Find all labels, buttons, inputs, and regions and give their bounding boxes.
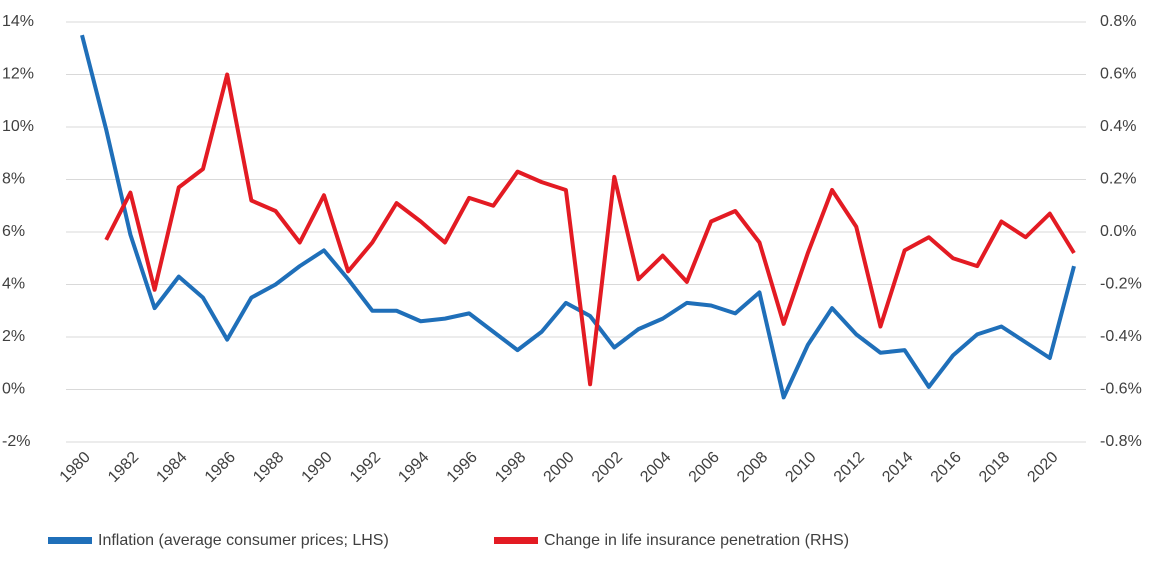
y-tick-label: 0% [2,381,25,398]
x-tick-label: 1996 [444,449,481,486]
x-tick-label: 1990 [299,449,336,486]
x-tick-label: 1980 [57,449,94,486]
x-tick-label: 2012 [831,449,868,486]
y-tick-label: 12% [2,66,34,83]
x-tick-label: 2002 [589,449,626,486]
x-tick-label: 2018 [976,449,1013,486]
legend-swatch [48,537,92,544]
x-tick-label: 2000 [541,449,578,486]
y-tick-label: 2% [2,328,25,345]
y-tick-label: -2% [2,433,30,450]
y2-tick-label: -0.8% [1100,433,1142,450]
legend-label: Inflation (average consumer prices; LHS) [98,532,389,549]
y2-tick-label: 0.4% [1100,118,1136,135]
y2-tick-label: -0.4% [1100,328,1142,345]
x-tick-label: 1986 [202,449,239,486]
x-tick-label: 1988 [250,449,287,486]
y2-tick-label: 0.8% [1100,13,1136,30]
x-tick-label: 1994 [395,449,432,486]
x-tick-label: 1982 [105,449,142,486]
x-tick-label: 1998 [492,449,529,486]
x-tick-label: 2014 [879,449,916,486]
y2-tick-label: 0.6% [1100,66,1136,83]
y-tick-label: 4% [2,276,25,293]
legend-label: Change in life insurance penetration (RH… [544,532,849,549]
y2-tick-label: -0.2% [1100,276,1142,293]
x-tick-label: 2006 [686,449,723,486]
series-line [80,34,1076,400]
x-tick-label: 2010 [782,449,819,486]
x-tick-label: 1984 [153,449,190,486]
x-tick-label: 2004 [637,449,674,486]
y-tick-label: 8% [2,171,25,188]
x-tick-label: 2020 [1024,449,1061,486]
y-tick-label: 10% [2,118,34,135]
y-tick-label: 6% [2,223,25,240]
series-line [104,72,1076,387]
y2-tick-label: 0.0% [1100,223,1136,240]
x-tick-label: 1992 [347,449,384,486]
y2-tick-label: -0.6% [1100,381,1142,398]
y2-tick-label: 0.2% [1100,171,1136,188]
x-tick-label: 2008 [734,449,771,486]
legend-swatch [494,537,538,544]
y-tick-label: 14% [2,13,34,30]
x-tick-label: 2016 [928,449,965,486]
